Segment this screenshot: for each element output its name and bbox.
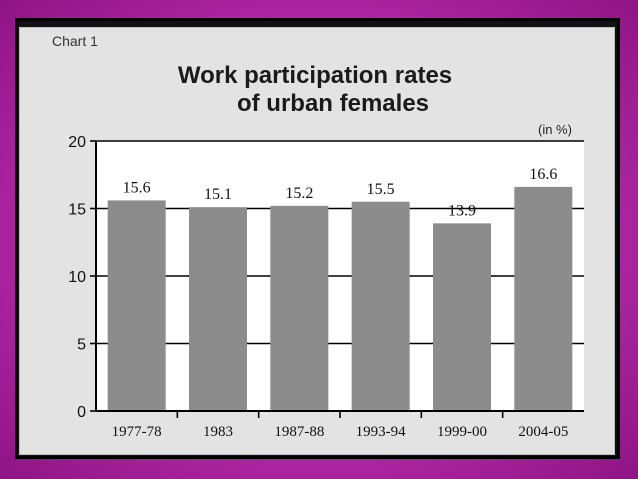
chart-number-label: Chart 1 [52,33,98,49]
data-label: 16.6 [529,166,557,183]
y-tick-label: 0 [77,404,86,421]
bar [433,223,491,411]
bar [107,200,166,411]
x-tick-label: 2004-05 [518,424,568,440]
bar [270,205,329,411]
data-label: 13.9 [448,202,476,219]
y-tick-label: 10 [68,269,86,286]
x-tick-label: 1993-94 [356,424,406,440]
y-tick-label: 5 [77,337,86,354]
chart-title-line-1: Work participation rates [177,62,453,89]
data-label: 15.6 [123,179,151,196]
data-label: 15.1 [204,186,232,203]
data-label: 15.2 [285,185,313,202]
data-label: 15.5 [367,181,395,198]
unit-label: (in %) [538,122,572,137]
x-tick-label: 1987-88 [274,424,324,440]
bar [514,186,573,411]
x-tick-label: 1983 [203,424,233,440]
y-tick-label: 20 [68,134,86,151]
chart-title-line-2: of urban females [236,90,430,117]
y-tick-label: 15 [68,202,86,219]
x-tick-label: 1977-78 [112,424,162,440]
x-tick-label: 1999-00 [437,424,487,440]
bar [351,201,410,411]
bar [189,207,247,411]
